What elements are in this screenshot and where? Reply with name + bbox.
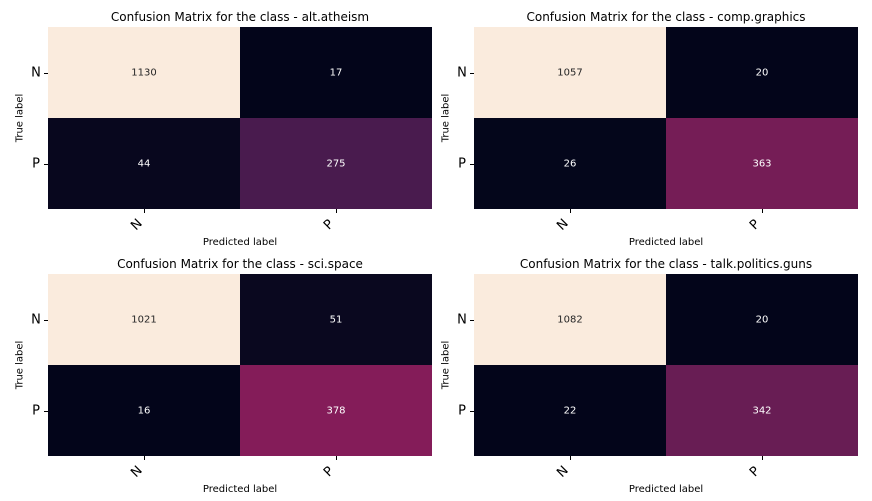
y-tick-label: P: [32, 403, 40, 418]
heatmap-cell: [474, 118, 666, 209]
y-axis-label: True label: [14, 340, 26, 390]
confusion-matrix-panel: Confusion Matrix for the class - sci.spa…: [0, 247, 436, 497]
cell-value-label: 342: [752, 405, 772, 416]
y-tick-mark: [470, 319, 474, 321]
x-axis-label: Predicted label: [628, 237, 704, 248]
x-tick-mark: [144, 209, 145, 213]
x-tick-label: N: [128, 216, 146, 234]
y-tick-label: N: [457, 65, 467, 80]
heatmap-cell: [474, 365, 666, 456]
y-tick-label: P: [32, 156, 40, 171]
heatmap-cell: [666, 27, 858, 118]
x-tick-mark: [762, 209, 763, 213]
confusion-matrix-panel: Confusion Matrix for the class - comp.gr…: [426, 0, 862, 250]
y-tick-label: N: [31, 65, 41, 80]
y-axis-label: True label: [440, 93, 452, 143]
cell-value-label: 44: [137, 158, 151, 169]
heatmap-cell: [240, 118, 432, 209]
x-axis-label: Predicted label: [202, 237, 278, 248]
x-axis-label: Predicted label: [628, 484, 704, 495]
x-tick-mark: [570, 456, 571, 460]
heatmap-cell: [666, 118, 858, 209]
x-tick-label: N: [128, 463, 146, 481]
y-tick-mark: [470, 163, 474, 165]
cell-value-label: 16: [137, 405, 151, 416]
x-axis-label: Predicted label: [202, 484, 278, 495]
heatmap-cell: [240, 274, 432, 365]
confusion-matrix-panel: Confusion Matrix for the class - talk.po…: [426, 247, 862, 497]
chart-title: Confusion Matrix for the class - alt.ath…: [110, 10, 370, 24]
x-tick-mark: [144, 456, 145, 460]
cell-value-label: 26: [563, 158, 577, 169]
heatmap-cell: [48, 118, 240, 209]
cell-value-label: 378: [326, 405, 346, 416]
chart-title: Confusion Matrix for the class - talk.po…: [519, 257, 813, 271]
x-tick-mark: [570, 209, 571, 213]
x-tick-label: P: [746, 216, 764, 234]
cell-value-label: 1021: [131, 314, 157, 325]
heatmap-cell: [240, 27, 432, 118]
heatmap-cell: [666, 274, 858, 365]
y-tick-mark: [44, 72, 48, 74]
heatmap-cell: [474, 27, 666, 118]
y-axis-label: True label: [14, 93, 26, 143]
x-tick-label: N: [554, 463, 572, 481]
y-axis-label: True label: [440, 340, 452, 390]
x-tick-label: P: [320, 463, 338, 481]
heatmap-cell: [48, 27, 240, 118]
heatmap-cell: [48, 274, 240, 365]
y-tick-mark: [44, 319, 48, 321]
cell-value-label: 51: [329, 314, 343, 325]
heatmap-cell: [666, 365, 858, 456]
cell-value-label: 20: [755, 67, 769, 78]
y-tick-label: P: [458, 156, 466, 171]
x-tick-mark: [336, 456, 337, 460]
y-tick-mark: [44, 410, 48, 412]
y-tick-label: P: [458, 403, 466, 418]
cell-value-label: 1082: [557, 314, 583, 325]
y-tick-label: N: [457, 312, 467, 327]
cell-value-label: 1130: [131, 67, 157, 78]
y-tick-label: N: [31, 312, 41, 327]
y-tick-mark: [44, 163, 48, 165]
cell-value-label: 20: [755, 314, 769, 325]
y-tick-mark: [470, 72, 474, 74]
x-tick-mark: [762, 456, 763, 460]
cell-value-label: 1057: [557, 67, 583, 78]
cell-value-label: 17: [329, 67, 343, 78]
heatmap-cell: [48, 365, 240, 456]
cell-value-label: 275: [326, 158, 346, 169]
heatmap-cell: [240, 365, 432, 456]
x-tick-label: N: [554, 216, 572, 234]
chart-title: Confusion Matrix for the class - comp.gr…: [526, 10, 806, 24]
chart-title: Confusion Matrix for the class - sci.spa…: [117, 257, 363, 271]
confusion-matrix-panel: Confusion Matrix for the class - alt.ath…: [0, 0, 436, 250]
heatmap-cell: [474, 274, 666, 365]
x-tick-label: P: [746, 463, 764, 481]
cell-value-label: 22: [563, 405, 577, 416]
x-tick-mark: [336, 209, 337, 213]
x-tick-label: P: [320, 216, 338, 234]
cell-value-label: 363: [752, 158, 772, 169]
y-tick-mark: [470, 410, 474, 412]
